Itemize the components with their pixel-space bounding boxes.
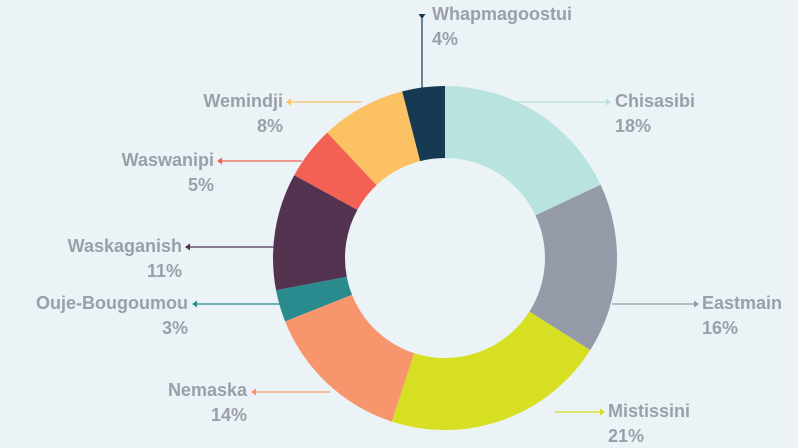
slice-label: Ouje-Bougoumou <box>36 293 188 313</box>
donut-slice <box>327 91 421 186</box>
slice-value-label: 8% <box>257 116 283 136</box>
slice-label: Wemindji <box>203 91 283 111</box>
leader-arrow <box>251 388 256 396</box>
slice-label: Chisasibi <box>615 91 695 111</box>
leader-arrow <box>192 300 197 308</box>
slice-value-label: 21% <box>608 426 644 446</box>
donut-slice <box>272 175 358 291</box>
slice-value-label: 3% <box>162 318 188 338</box>
donut-slice <box>276 276 353 322</box>
donut-slice <box>402 86 445 162</box>
slice-value-label: 5% <box>188 175 214 195</box>
donut-slice <box>391 311 591 431</box>
leader-arrow <box>694 300 699 308</box>
slice-label: Whapmagoostui <box>432 4 572 24</box>
donut-slice <box>445 86 601 216</box>
slice-label: Waswanipi <box>122 150 214 170</box>
leader-arrow <box>600 408 605 416</box>
leader-arrow <box>286 98 291 106</box>
leader-arrow <box>185 243 190 251</box>
slice-value-label: 18% <box>615 116 651 136</box>
slice-value-label: 4% <box>432 29 458 49</box>
slice-label: Nemaska <box>168 380 248 400</box>
slice-label: Eastmain <box>702 293 782 313</box>
leader-arrow <box>606 98 611 106</box>
slice-value-label: 14% <box>211 405 247 425</box>
donut-slice <box>285 294 415 422</box>
slice-label: Waskaganish <box>68 236 182 256</box>
leader-arrow <box>418 14 426 19</box>
slice-label: Mistissini <box>608 401 690 421</box>
donut-slice <box>294 132 377 210</box>
leader-arrow <box>217 157 222 165</box>
donut-slice <box>529 184 617 351</box>
slice-value-label: 16% <box>702 318 738 338</box>
slice-value-label: 11% <box>147 261 182 281</box>
